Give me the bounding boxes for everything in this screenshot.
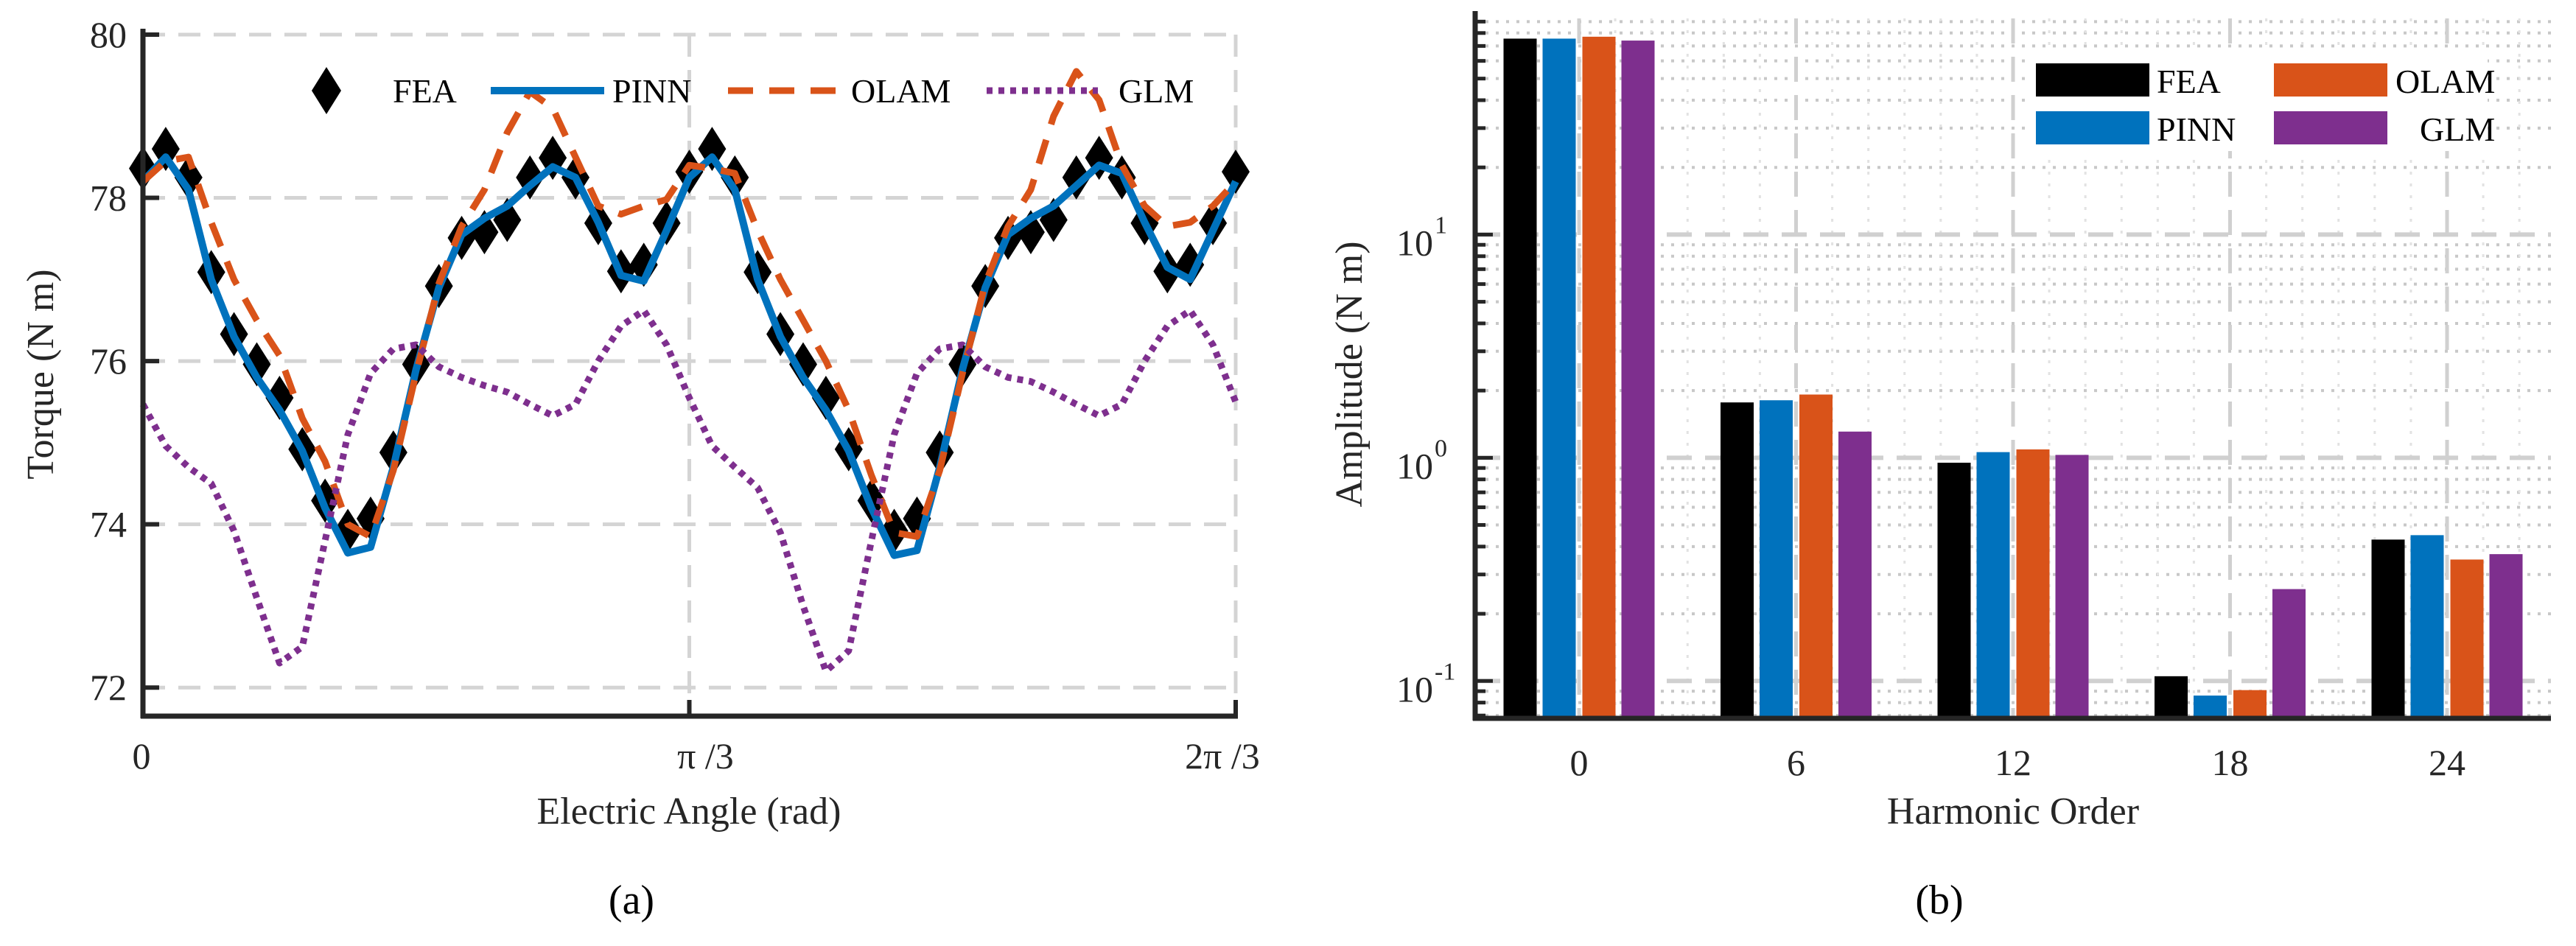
fea-data-point: [242, 342, 271, 387]
olam-bar: [1799, 394, 1833, 718]
y-tick-label-exponent: 0: [1435, 435, 1447, 462]
y-axis-label: Amplitude (N m): [1329, 241, 1371, 507]
olam-bar: [2450, 559, 2484, 718]
pinn-bar: [1976, 452, 2010, 718]
grid-lines: [143, 32, 1238, 716]
pinn-bar: [2410, 535, 2444, 718]
glm-bar: [1621, 41, 1655, 719]
legend-label: GLM: [1119, 72, 1194, 110]
x-tick-label: 2π /3: [1185, 735, 1260, 777]
legend: FEA PINN OLAM GLM: [312, 67, 1194, 114]
tick-labels: 10 -110 010 10 6 12 18 24: [1396, 211, 2465, 783]
y-tick-label: 76: [90, 340, 127, 382]
fea-data-point: [675, 150, 704, 195]
y-tick-label: 78: [90, 178, 127, 219]
y-tick-label-exponent: 1: [1435, 211, 1447, 239]
legend-swatch-fea: [2036, 63, 2149, 97]
x-tick-label: 24: [2429, 742, 2465, 783]
grid-lines: [1475, 18, 2551, 718]
fea-data-point: [1222, 150, 1250, 195]
y-tick-label-base: 10: [1396, 445, 1433, 486]
glm-bar: [1838, 431, 1872, 718]
glm-bar: [2489, 554, 2523, 718]
y-tick-label: 72: [90, 667, 127, 708]
pinn-series-line: [140, 153, 1239, 559]
fea-data-point: [265, 375, 294, 420]
legend-label: FEA: [393, 72, 457, 110]
fea-bar: [2371, 539, 2405, 718]
fea-data-point: [174, 155, 203, 200]
legend: FEA OLAM PINN GLM: [2031, 52, 2495, 151]
legend-swatch-pinn: [2036, 111, 2149, 144]
olam-series-line: [140, 68, 1239, 540]
x-axis-label: Harmonic Order: [1887, 791, 2139, 833]
pinn-bar: [2194, 696, 2227, 718]
fea-bar: [2155, 676, 2188, 718]
y-axis-label: Torque (N m): [20, 269, 62, 479]
legend-label: PINN: [612, 72, 691, 110]
glm-series-line: [140, 306, 1239, 675]
panel-label-a: (a): [609, 877, 654, 923]
x-tick-label: 0: [1570, 742, 1589, 783]
torque-chart-panel: 72 74 76 78 80 0 π /3 2π /3 FEA PINN OLAM GLM Elec…: [20, 14, 1260, 923]
y-tick-label-base: 10: [1396, 222, 1433, 263]
legend-label: GLM: [2420, 111, 2495, 148]
legend-fea-marker: [312, 67, 341, 114]
x-tick-label: 18: [2212, 742, 2249, 783]
x-axis-label: Electric Angle (rad): [537, 791, 841, 833]
x-tick-label: 12: [1995, 742, 2031, 783]
fea-data-point: [811, 375, 840, 420]
legend-swatch-olam: [2274, 63, 2387, 97]
legend-label: OLAM: [2395, 63, 2495, 100]
axes: [1472, 11, 2551, 721]
tick-labels: 72 74 76 78 80 0 π /3 2π /3: [90, 14, 1260, 777]
fea-bar: [1937, 463, 1971, 718]
y-tick-label: 74: [90, 504, 127, 545]
fea-bar: [1721, 402, 1754, 718]
y-tick-label: 80: [90, 14, 127, 55]
olam-bar: [1582, 36, 1616, 719]
panel-label-b: (b): [1915, 877, 1963, 923]
legend-label: OLAM: [851, 72, 951, 110]
fea-data-point: [788, 342, 817, 387]
plot-series: [129, 68, 1250, 675]
olam-bar: [2233, 690, 2267, 718]
x-tick-label: 6: [1787, 742, 1805, 783]
legend-label: PINN: [2157, 111, 2236, 148]
fea-bar: [1503, 38, 1537, 718]
olam-bar: [2016, 449, 2050, 718]
axes: [140, 29, 1238, 719]
glm-bar: [2055, 455, 2089, 718]
legend-label: FEA: [2157, 63, 2221, 100]
pinn-bar: [1760, 400, 1793, 718]
bars: [1503, 36, 2523, 719]
legend-swatch-glm: [2274, 111, 2387, 144]
x-tick-label: π /3: [677, 735, 734, 777]
pinn-bar: [1542, 38, 1576, 718]
glm-bar: [2272, 589, 2306, 718]
y-tick-label-base: 10: [1396, 668, 1433, 710]
y-tick-label-exponent: -1: [1435, 658, 1455, 685]
x-tick-label: 0: [133, 735, 151, 777]
